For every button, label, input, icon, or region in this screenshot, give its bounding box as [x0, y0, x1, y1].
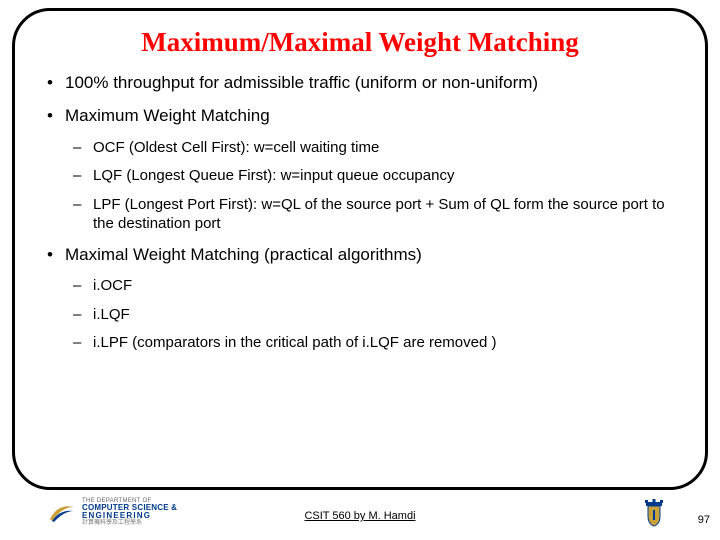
- footer-center-text: CSIT 560 by M. Hamdi: [304, 510, 415, 522]
- bullet-list: 100% throughput for admissible traffic (…: [43, 72, 677, 353]
- bullet-level1: Maximal Weight Matching (practical algor…: [43, 244, 677, 265]
- dept-logo: THE DEPARTMENT OF COMPUTER SCIENCE & ENG…: [48, 498, 177, 526]
- swoosh-icon: [48, 501, 76, 523]
- bullet-level2: i.LPF (comparators in the critical path …: [43, 334, 677, 353]
- dept-line3: ENGINEERING: [82, 512, 177, 520]
- bullet-level2: LPF (Longest Port First): w=QL of the so…: [43, 196, 677, 234]
- bullet-level2: i.LQF: [43, 306, 677, 325]
- bullet-level2: i.OCF: [43, 277, 677, 296]
- bullet-level2: LQF (Longest Queue First): w=input queue…: [43, 167, 677, 186]
- dept-line4: 計算機科學及工程學系: [82, 520, 177, 526]
- university-crest-icon: [642, 498, 666, 528]
- page-number: 97: [698, 514, 710, 526]
- slide-frame: Maximum/Maximal Weight Matching 100% thr…: [12, 8, 708, 490]
- bullet-level2: OCF (Oldest Cell First): w=cell waiting …: [43, 139, 677, 158]
- slide-title: Maximum/Maximal Weight Matching: [43, 27, 677, 58]
- dept-text: THE DEPARTMENT OF COMPUTER SCIENCE & ENG…: [82, 498, 177, 526]
- bullet-level1: Maximum Weight Matching: [43, 105, 677, 126]
- bullet-level1: 100% throughput for admissible traffic (…: [43, 72, 677, 93]
- footer: THE DEPARTMENT OF COMPUTER SCIENCE & ENG…: [0, 494, 720, 534]
